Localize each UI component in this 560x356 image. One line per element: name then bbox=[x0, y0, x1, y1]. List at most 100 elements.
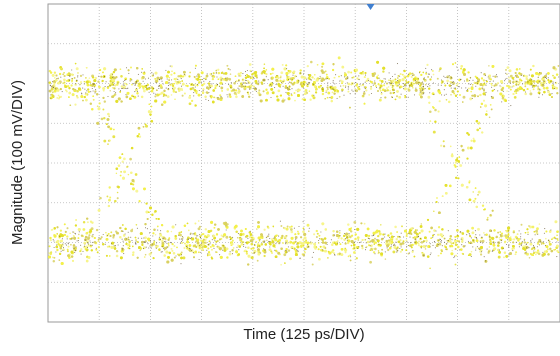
trace-sample-point bbox=[212, 234, 216, 238]
trace-sample-point bbox=[173, 244, 176, 248]
trace-sample-point bbox=[178, 231, 181, 235]
trace-sample-point bbox=[321, 222, 325, 226]
trace-sample-point bbox=[479, 127, 481, 130]
trace-sample-point bbox=[126, 166, 128, 168]
trace-sample-point bbox=[488, 234, 491, 236]
trace-sample-point bbox=[293, 91, 296, 95]
trace-sample-point bbox=[321, 62, 325, 66]
trace-sample-point bbox=[249, 84, 253, 88]
trace-sample-point bbox=[512, 238, 516, 241]
trace-sample-point bbox=[551, 84, 554, 87]
trace-sample-point bbox=[458, 78, 461, 82]
trace-sample-point bbox=[72, 88, 75, 91]
trace-sample-point bbox=[109, 80, 112, 83]
trace-sample-point bbox=[324, 98, 326, 100]
trace-sample-point bbox=[452, 63, 454, 66]
trace-sample-point bbox=[320, 248, 323, 252]
trace-sample-point bbox=[145, 88, 149, 91]
trace-sample-point bbox=[213, 226, 216, 229]
trace-sample-point bbox=[97, 245, 101, 249]
trace-sample-point bbox=[356, 227, 360, 231]
trace-sample-point bbox=[210, 246, 212, 248]
trace-sample-point bbox=[555, 86, 558, 90]
trace-sample-point bbox=[120, 171, 122, 173]
trace-sample-point bbox=[369, 87, 373, 91]
trace-sample-point bbox=[424, 80, 427, 82]
trace-sample-point bbox=[376, 239, 380, 243]
trace-sample-point bbox=[481, 204, 485, 207]
trace-sample-point bbox=[100, 236, 103, 239]
trace-sample-point bbox=[48, 252, 50, 254]
trace-sample-point bbox=[234, 224, 238, 228]
trace-sample-point bbox=[179, 233, 182, 237]
trace-sample-point bbox=[174, 234, 177, 238]
trace-sample-point bbox=[312, 81, 316, 84]
trace-sample-point bbox=[150, 105, 153, 108]
trace-sample-point bbox=[117, 97, 121, 101]
trace-sample-point bbox=[282, 242, 284, 244]
trace-sample-point bbox=[311, 263, 314, 266]
trace-sample-point bbox=[147, 237, 151, 241]
trace-sample-point bbox=[250, 251, 253, 254]
trace-sample-point bbox=[156, 93, 160, 97]
trace-sample-point bbox=[127, 69, 130, 72]
trace-sample-point bbox=[69, 238, 72, 240]
trace-sample-point bbox=[57, 77, 60, 80]
trace-sample-point bbox=[210, 220, 214, 224]
trace-sample-point bbox=[455, 84, 458, 87]
trace-sample-point bbox=[467, 133, 470, 136]
trace-sample-point bbox=[456, 82, 459, 85]
trace-sample-point bbox=[394, 225, 397, 229]
trace-sample-point bbox=[214, 223, 217, 226]
trace-sample-point bbox=[124, 82, 126, 85]
trace-sample-point bbox=[412, 77, 416, 81]
trace-sample-point bbox=[194, 222, 197, 225]
trace-sample-point bbox=[261, 236, 264, 239]
trace-sample-point bbox=[438, 91, 442, 95]
trace-sample-point bbox=[527, 79, 529, 82]
trace-sample-point bbox=[349, 259, 352, 262]
trace-sample-point bbox=[469, 97, 473, 101]
trace-sample-point bbox=[369, 249, 372, 251]
trace-sample-point bbox=[250, 256, 253, 259]
trace-sample-point bbox=[87, 88, 90, 91]
trace-sample-point bbox=[493, 84, 496, 87]
trace-sample-point bbox=[69, 104, 72, 107]
trace-sample-point bbox=[511, 76, 514, 80]
trace-sample-point bbox=[53, 71, 57, 74]
trace-sample-point bbox=[286, 225, 289, 228]
trace-sample-point bbox=[136, 256, 139, 259]
trace-sample-point bbox=[253, 249, 257, 253]
trace-sample-point bbox=[426, 63, 429, 67]
trace-sample-point bbox=[240, 229, 243, 233]
trace-sample-point bbox=[480, 249, 482, 251]
trace-sample-point bbox=[237, 91, 240, 94]
trace-sample-point bbox=[414, 231, 417, 234]
trace-sample-point bbox=[257, 236, 261, 240]
trace-sample-point bbox=[239, 74, 242, 77]
trace-sample-point bbox=[170, 65, 173, 68]
trace-sample-point bbox=[410, 227, 413, 230]
trace-sample-point bbox=[138, 200, 141, 203]
trace-sample-point bbox=[63, 71, 65, 74]
trace-sample-point bbox=[207, 251, 211, 254]
trace-sample-point bbox=[193, 89, 197, 92]
trace-sample-point bbox=[282, 98, 285, 101]
trace-sample-point bbox=[537, 250, 540, 253]
trace-sample-point bbox=[548, 242, 552, 246]
trace-sample-point bbox=[76, 95, 78, 97]
trace-sample-point bbox=[219, 94, 222, 97]
trace-sample-point bbox=[474, 236, 476, 238]
trace-sample-point bbox=[97, 80, 100, 83]
trace-sample-point bbox=[294, 236, 298, 239]
trace-sample-point bbox=[480, 102, 484, 106]
trace-sample-point bbox=[548, 80, 551, 84]
trace-sample-point bbox=[71, 79, 73, 82]
trace-sample-point bbox=[152, 232, 155, 235]
trace-sample-point bbox=[463, 72, 466, 76]
trace-sample-point bbox=[401, 225, 403, 228]
trace-sample-point bbox=[379, 244, 382, 247]
trace-sample-point bbox=[271, 91, 275, 95]
trace-sample-point bbox=[350, 230, 353, 233]
trace-sample-point bbox=[130, 182, 133, 185]
